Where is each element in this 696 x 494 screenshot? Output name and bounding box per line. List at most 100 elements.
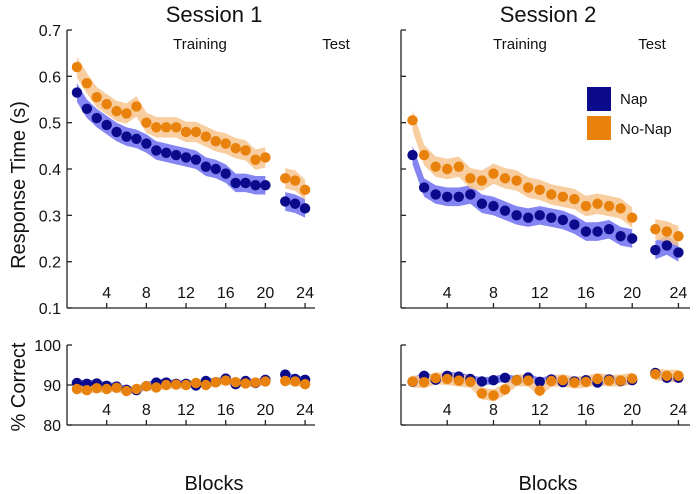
data-point-nap bbox=[650, 244, 661, 256]
data-point-no-nap bbox=[603, 375, 615, 386]
data-point-no-nap bbox=[407, 376, 418, 387]
x-tick-label: 8 bbox=[489, 402, 498, 419]
section-label-test: Test bbox=[322, 36, 350, 53]
data-point-nap bbox=[170, 149, 182, 161]
data-point-nap bbox=[230, 177, 241, 189]
y-tick-label: 0.5 bbox=[39, 116, 61, 133]
data-point-nap bbox=[534, 210, 545, 221]
data-point-no-nap bbox=[260, 152, 271, 163]
panel-session2-rt: 4 8 12 16 20 24 Session 2 Training Test bbox=[400, 2, 690, 309]
x-tick-label: 24 bbox=[670, 402, 688, 419]
data-point-no-nap bbox=[615, 375, 626, 386]
section-label-training: Training bbox=[493, 36, 547, 53]
data-point-no-nap bbox=[299, 379, 311, 390]
data-point-no-nap bbox=[442, 373, 453, 385]
y-tick-label: 80 bbox=[43, 418, 61, 435]
data-point-no-nap bbox=[522, 182, 534, 193]
data-point-no-nap bbox=[299, 184, 311, 196]
legend-swatch-nonap bbox=[587, 116, 611, 140]
data-point-no-nap bbox=[91, 383, 102, 394]
data-point-nap bbox=[71, 87, 83, 98]
data-point-no-nap bbox=[592, 198, 603, 209]
x-tick-label: 20 bbox=[257, 402, 275, 419]
y-tick-label: 0.6 bbox=[39, 69, 61, 86]
data-point-no-nap bbox=[220, 138, 231, 149]
data-point-no-nap bbox=[111, 105, 122, 117]
data-point-no-nap bbox=[407, 115, 418, 126]
data-point-no-nap bbox=[557, 375, 569, 386]
x-tick-label: 24 bbox=[670, 285, 688, 302]
data-point-no-nap bbox=[170, 379, 182, 390]
x-tick-label: 8 bbox=[489, 285, 498, 302]
legend-label-nap: Nap bbox=[620, 91, 648, 108]
data-point-no-nap bbox=[220, 375, 231, 386]
x-tick-label: 16 bbox=[217, 285, 235, 302]
data-point-no-nap bbox=[141, 381, 152, 392]
data-point-no-nap bbox=[546, 375, 557, 387]
data-point-nap bbox=[121, 131, 132, 142]
data-point-no-nap bbox=[650, 369, 661, 380]
data-point-no-nap bbox=[511, 175, 522, 186]
data-point-no-nap bbox=[71, 383, 83, 395]
data-point-nap bbox=[250, 180, 261, 191]
data-point-no-nap bbox=[161, 379, 172, 391]
data-point-no-nap bbox=[569, 193, 580, 205]
data-point-no-nap bbox=[453, 161, 464, 172]
x-tick-label: 24 bbox=[296, 285, 314, 302]
data-point-no-nap bbox=[260, 376, 271, 387]
panel-session1-accuracy: 80 90 100 4 8 12 16 20 24 bbox=[34, 338, 315, 435]
data-point-no-nap bbox=[180, 126, 192, 138]
data-point-no-nap bbox=[557, 191, 569, 202]
y-tick-label: 0.3 bbox=[39, 208, 61, 225]
y-tick-label: 0.7 bbox=[39, 23, 61, 40]
data-point-nap bbox=[453, 191, 464, 202]
y-tick-label: 90 bbox=[43, 378, 61, 395]
x-tick-label: 16 bbox=[577, 402, 595, 419]
data-point-nap bbox=[141, 138, 152, 149]
data-point-no-nap bbox=[190, 377, 202, 389]
data-point-no-nap bbox=[81, 385, 93, 396]
x-tick-label: 4 bbox=[102, 285, 111, 302]
data-point-nap bbox=[580, 226, 592, 237]
data-point-no-nap bbox=[131, 101, 142, 112]
data-point-nap bbox=[240, 177, 251, 189]
data-point-no-nap bbox=[240, 378, 251, 389]
data-point-nap bbox=[522, 212, 534, 223]
x-tick-label: 12 bbox=[531, 285, 549, 302]
data-point-no-nap bbox=[151, 382, 162, 393]
data-point-no-nap bbox=[250, 154, 261, 165]
data-point-nap bbox=[569, 219, 580, 230]
data-point-nap bbox=[190, 154, 202, 165]
data-point-nap bbox=[499, 205, 511, 216]
data-point-nap bbox=[476, 198, 488, 209]
data-point-nap bbox=[511, 210, 522, 221]
data-point-nap bbox=[546, 212, 557, 223]
panel-title: Session 2 bbox=[500, 2, 597, 27]
data-point-nap bbox=[180, 152, 192, 163]
data-point-nap bbox=[151, 145, 162, 156]
data-point-nap bbox=[111, 126, 122, 138]
data-point-no-nap bbox=[499, 173, 511, 184]
x-axis-label-session1: Blocks bbox=[185, 473, 244, 494]
data-point-no-nap bbox=[418, 149, 430, 161]
data-point-no-nap bbox=[101, 383, 112, 395]
data-point-no-nap bbox=[673, 230, 684, 242]
x-tick-label: 20 bbox=[257, 285, 275, 302]
data-point-nap bbox=[673, 247, 684, 258]
data-point-no-nap bbox=[280, 375, 291, 387]
data-point-nap bbox=[615, 230, 626, 242]
x-tick-label: 8 bbox=[142, 285, 151, 302]
data-point-no-nap bbox=[141, 117, 152, 128]
data-point-nap bbox=[557, 214, 569, 226]
data-point-nap bbox=[289, 198, 301, 209]
data-point-nap bbox=[299, 203, 311, 214]
data-point-no-nap bbox=[131, 383, 142, 395]
x-tick-label: 12 bbox=[531, 402, 549, 419]
data-point-no-nap bbox=[190, 126, 202, 138]
data-point-no-nap bbox=[442, 163, 453, 175]
data-point-nap bbox=[101, 119, 112, 131]
data-point-nap bbox=[465, 189, 476, 200]
data-point-no-nap bbox=[534, 385, 545, 396]
data-point-no-nap bbox=[91, 91, 102, 103]
